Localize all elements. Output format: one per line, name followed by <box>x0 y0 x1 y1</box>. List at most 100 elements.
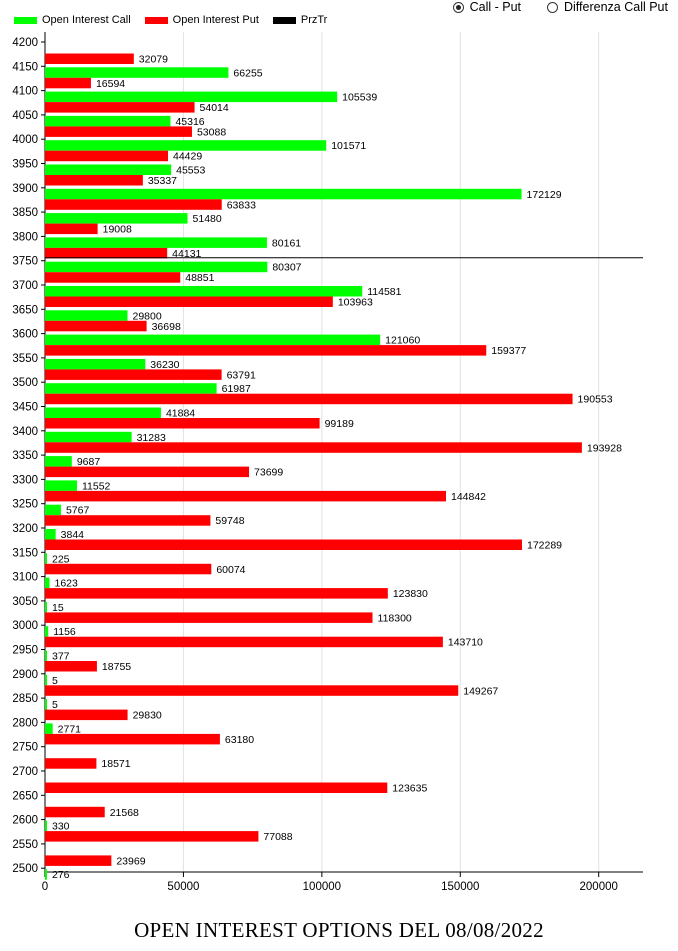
put-value-label: 73699 <box>254 467 283 479</box>
put-bar <box>45 442 582 453</box>
put-bar <box>45 175 143 186</box>
y-tick-label: 2900 <box>12 669 38 681</box>
put-value-label: 59748 <box>215 515 244 527</box>
call-bar <box>45 188 522 200</box>
y-tick-label: 3000 <box>12 620 38 632</box>
call-bar <box>45 213 188 224</box>
y-tick-label: 3650 <box>12 304 38 316</box>
y-tick-label: 3400 <box>12 426 38 438</box>
call-value-label: 5767 <box>66 505 90 517</box>
y-tick-label: 3900 <box>12 183 38 195</box>
call-bar <box>45 699 47 710</box>
y-tick-label: 4150 <box>12 61 38 73</box>
put-bar <box>45 150 169 162</box>
call-value-label: 276 <box>52 869 70 881</box>
y-tick-label: 2750 <box>12 742 38 754</box>
call-value-label: 1623 <box>54 578 78 590</box>
put-value-label: 19008 <box>103 224 132 236</box>
put-bar <box>45 320 147 332</box>
call-value-label: 330 <box>52 821 70 833</box>
legend-swatch <box>14 16 37 24</box>
put-value-label: 123635 <box>392 783 427 795</box>
call-bar <box>45 820 47 832</box>
y-tick-label: 3350 <box>12 450 38 462</box>
put-value-label: 29830 <box>133 710 162 722</box>
put-bar <box>45 418 320 429</box>
put-value-label: 54014 <box>200 102 229 114</box>
y-tick-label: 3250 <box>12 499 38 511</box>
put-value-label: 44131 <box>172 248 201 260</box>
radio-differenza-call-put[interactable]: Differenza Call Put <box>547 0 668 14</box>
put-value-label: 103963 <box>338 297 373 309</box>
radio-unselected-icon <box>547 1 558 13</box>
put-bar <box>45 539 522 550</box>
call-bar <box>45 334 381 346</box>
put-value-label: 143710 <box>448 637 483 649</box>
put-value-label: 18755 <box>102 661 131 673</box>
call-value-label: 61987 <box>222 383 251 395</box>
call-bar <box>45 407 161 418</box>
put-bar <box>45 102 195 113</box>
call-bar <box>45 650 47 661</box>
y-tick-label: 3100 <box>12 572 38 584</box>
chart-legend: Open Interest Call Open Interest Put PrzTr <box>14 12 341 28</box>
call-bar <box>45 115 171 127</box>
put-value-label: 172289 <box>527 540 562 552</box>
y-tick-label: 3150 <box>12 547 38 559</box>
call-value-label: 114581 <box>367 286 401 298</box>
put-bar <box>45 588 388 599</box>
call-value-label: 36230 <box>150 359 179 371</box>
legend-item: PrzTr <box>272 14 328 26</box>
put-value-label: 193928 <box>587 442 622 454</box>
put-bar <box>45 296 333 307</box>
call-bar <box>45 577 50 589</box>
call-bar <box>45 626 49 637</box>
legend-item: Open Interest Put <box>144 14 259 26</box>
call-bar <box>45 674 47 686</box>
y-tick-label: 4200 <box>12 37 38 49</box>
x-tick-label: 100000 <box>303 881 341 893</box>
put-bar <box>45 53 134 64</box>
legend-label: PrzTr <box>300 14 328 26</box>
call-bar <box>45 286 363 297</box>
y-tick-label: 4100 <box>12 86 38 98</box>
radio-call-put[interactable]: Call - Put <box>452 0 521 14</box>
legend-label: Open Interest Call <box>42 14 131 26</box>
call-bar <box>45 91 338 103</box>
call-bar <box>45 723 53 734</box>
call-bar <box>45 164 172 175</box>
y-tick-label: 3300 <box>12 474 38 486</box>
call-value-label: 45553 <box>176 165 205 177</box>
put-bar <box>45 77 91 89</box>
call-value-label: 9687 <box>77 456 101 468</box>
put-value-label: 63833 <box>227 199 256 211</box>
put-bar <box>45 855 112 866</box>
y-tick-label: 2950 <box>12 645 38 657</box>
y-tick-label: 3950 <box>12 159 38 171</box>
call-bar <box>45 601 47 613</box>
put-bar <box>45 612 373 623</box>
y-tick-label: 2650 <box>12 790 38 802</box>
call-value-label: 51480 <box>193 213 222 225</box>
call-value-label: 1156 <box>53 626 76 638</box>
call-bar <box>45 310 128 321</box>
call-value-label: 5 <box>52 699 58 711</box>
put-bar <box>45 782 388 793</box>
call-bar <box>45 456 72 467</box>
put-bar <box>45 369 222 380</box>
put-value-label: 123830 <box>393 588 428 600</box>
y-tick-label: 3850 <box>12 207 38 219</box>
x-tick-label: 50000 <box>167 881 199 893</box>
call-value-label: 31283 <box>137 432 166 444</box>
y-tick-label: 4050 <box>12 110 38 122</box>
y-tick-label: 3750 <box>12 256 38 268</box>
put-bar <box>45 636 443 648</box>
put-value-label: 63180 <box>225 734 254 746</box>
put-bar <box>45 490 446 502</box>
radio-differenza-label: Differenza Call Put <box>564 0 668 14</box>
put-value-label: 53088 <box>197 126 226 138</box>
legend-item: Open Interest Call <box>14 14 131 26</box>
y-tick-label: 2850 <box>12 693 38 705</box>
call-bar <box>45 431 132 443</box>
y-tick-label: 3700 <box>12 280 38 292</box>
